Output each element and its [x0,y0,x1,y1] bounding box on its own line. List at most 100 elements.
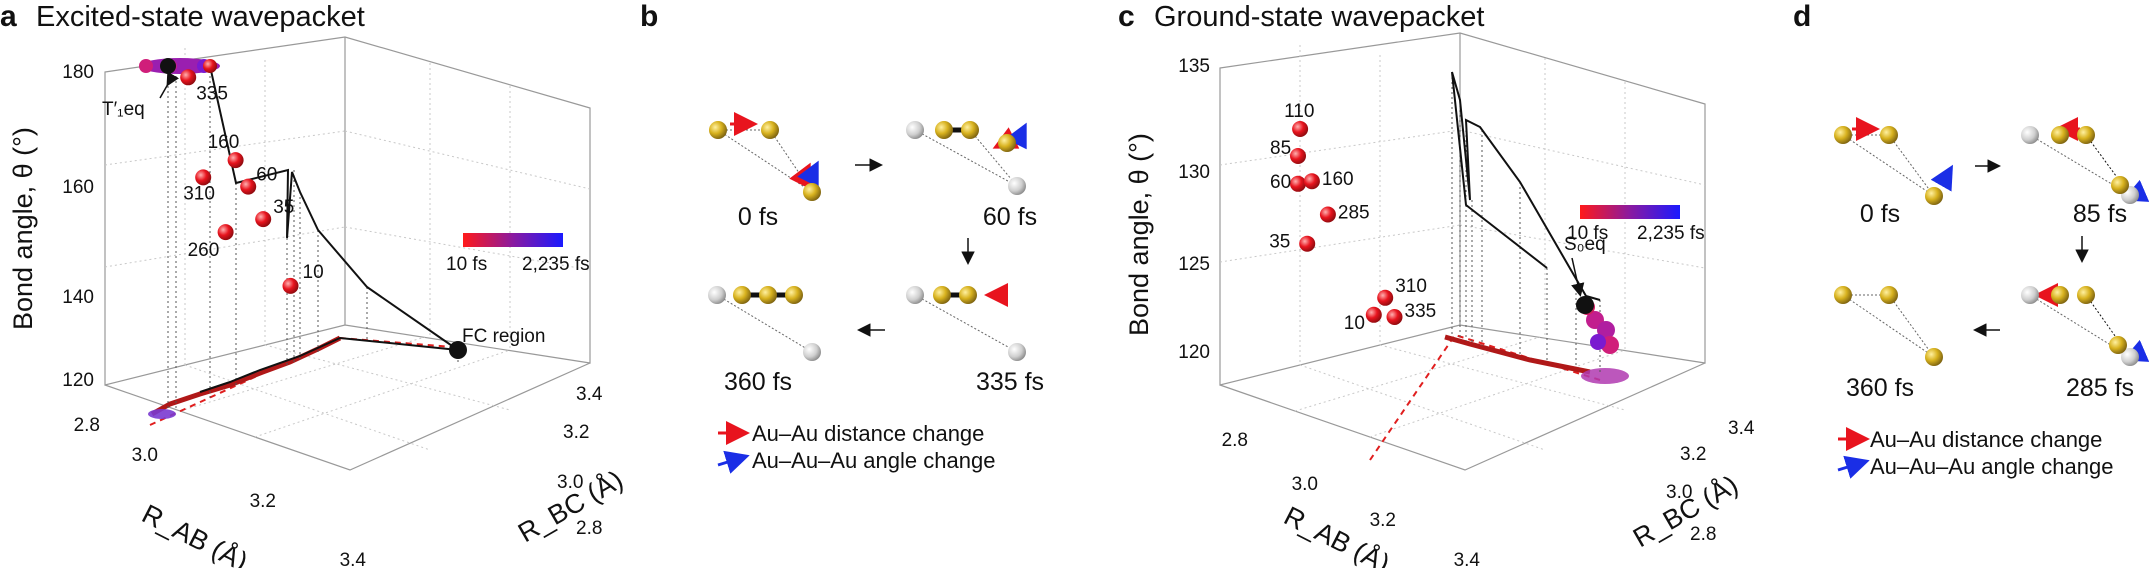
floor-projection-a [149,336,466,426]
time-d-2: 360 fs [1846,374,1914,402]
data-point [1290,148,1306,164]
colorbar-min-a: 10 fs [446,254,487,275]
s0eq-marker [1576,296,1594,314]
t1eq-label: T′₁eq [102,99,145,120]
data-point-label: 160 [1322,169,1354,190]
data-point-label: 10 [1344,313,1365,334]
structure-b-360fs [708,286,821,361]
floor-trace-c [1444,334,1591,375]
z-tick-a-1: 160 [62,177,94,198]
z-axis-label-c: Bond angle, θ (°) [1124,133,1154,336]
colorbar-a [463,233,563,247]
data-point-label: 60 [256,165,277,186]
grid-a [104,48,591,451]
data-point [255,211,272,228]
time-b-3: 335 fs [976,368,1044,396]
time-b-2: 360 fs [724,368,792,396]
axes-floor-a [104,362,591,471]
axes-floor-c [1219,362,1706,471]
structure-d-85fs [2021,117,2149,204]
legend-angle-d: Au–Au–Au angle change [1870,454,2113,479]
structure-b-0fs [709,112,821,201]
schematic-b: 0 fs 60 fs [708,112,1044,474]
z-tick-a-3: 120 [62,370,94,391]
fc-region-marker [449,341,467,359]
cluster-top-a [139,58,220,74]
panel-b: b 0 fs [640,0,1044,474]
data-point [1377,289,1394,306]
data-point-label: 335 [1405,301,1437,322]
time-d-3: 285 fs [2066,374,2134,402]
y-tick-c-3: 3.4 [1728,418,1755,439]
time-d-1: 85 fs [2073,200,2127,228]
y-tick-a-0: 2.8 [576,518,602,539]
legend-distance-b: Au–Au distance change [752,421,984,446]
trajectory-a [176,65,459,351]
return-path-a [199,336,459,393]
x-tick-c-0: 2.8 [1222,430,1248,451]
data-point [282,277,299,294]
data-point [195,169,212,186]
data-point-label: 60 [1270,172,1291,193]
y-tick-a-2: 3.2 [563,422,589,443]
t1eq-marker [160,58,176,74]
fc-region-label: FC region [462,326,545,347]
data-point [217,224,234,241]
z-tick-a-0: 180 [62,62,94,83]
z-tick-a-2: 140 [62,287,94,308]
colorbar-max-a: 2,235 fs [522,254,590,275]
data-point-label: 160 [208,132,240,153]
data-point [1319,206,1336,223]
x-tick-a-3: 3.4 [340,550,367,568]
data-point [227,152,244,169]
data-point-label: 110 [1284,101,1314,122]
data-point-label: 310 [183,183,215,204]
x-tick-a-0: 2.8 [74,415,100,436]
s0eq-label: S₀eq [1564,234,1606,255]
panel-letter-d: d [1793,0,1811,33]
x-tick-c-2: 3.2 [1370,510,1396,531]
panel-a: a Excited-state wavepacket 180 160 140 1… [0,0,628,568]
panel-c: c Ground-state wavepacket 135 130 125 12… [1118,0,1755,568]
y-tick-c-2: 3.2 [1680,444,1706,465]
colorbar-min-c: 10 fs [1567,223,1608,244]
data-point-label: 10 [303,262,324,283]
x-tick-c-3: 3.4 [1454,550,1481,568]
legend-angle-b: Au–Au–Au angle change [752,448,995,473]
panel-letter-c: c [1118,0,1135,33]
z-tick-c-0: 135 [1178,56,1210,77]
data-point [1292,121,1309,137]
floor-cluster-c [1581,368,1629,384]
x-tick-a-1: 3.0 [132,445,158,466]
z-tick-c-2: 125 [1178,254,1210,275]
z-tick-c-1: 130 [1178,162,1210,183]
time-b-1: 60 fs [983,203,1037,231]
structure-d-285fs [2021,283,2149,366]
legend-angle-arrow-b [717,450,750,474]
legend-distance-d: Au–Au distance change [1870,427,2102,452]
x-tick-c-1: 3.0 [1292,474,1318,495]
z-axis-label-a: Bond angle, θ (°) [8,127,38,330]
y-tick-c-0: 2.8 [1690,524,1716,545]
x-tick-a-2: 3.2 [250,491,276,512]
structure-b-60fs [906,121,1027,195]
panel-title-a: Excited-state wavepacket [36,1,365,33]
drop-lines-a [167,66,459,410]
legend-angle-arrow-d [1837,455,1870,479]
panel-title-c: Ground-state wavepacket [1154,1,1484,33]
data-point [1303,173,1320,190]
data-point [1299,235,1316,252]
panel-letter-b: b [640,0,658,33]
data-point [1386,309,1403,325]
data-point-label: 35 [1269,232,1290,253]
data-point [1290,175,1306,192]
points-c: 10 35 60 85 110 160 285 310 335 [1269,101,1436,334]
data-point-label: 335 [196,83,228,104]
panel-d: d 0 fs [1793,0,2149,479]
data-point-label: 35 [273,197,294,218]
data-point [1365,306,1382,323]
colorbar-c [1580,205,1680,219]
y-tick-c-1: 3.0 [1666,482,1692,503]
data-point-label: 85 [1270,138,1291,159]
